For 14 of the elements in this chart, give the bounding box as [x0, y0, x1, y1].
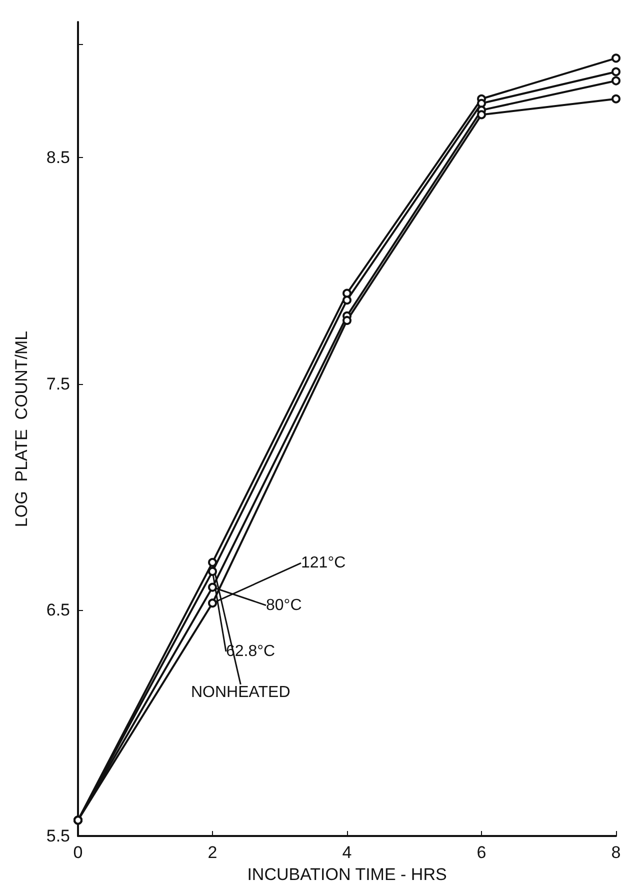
y-tick-label: 8.5	[46, 148, 70, 168]
x-tick-label: 8	[611, 843, 621, 862]
text: NONHEATED	[191, 684, 290, 701]
text: 121°C	[301, 554, 346, 572]
x-tick-label: 2	[208, 843, 218, 862]
x-axis-title: INCUBATION TIME - HRS	[247, 865, 447, 884]
y-tick-label: 5.5	[46, 826, 70, 846]
x-tick-label: 4	[342, 843, 352, 862]
y-tick-label: 7.5	[46, 374, 70, 394]
legend-label: 80°C	[266, 596, 302, 614]
x-tick-label: 0	[73, 843, 83, 862]
x-tick-label: 6	[476, 843, 486, 862]
y-axis-title: LOG PLATE COUNT/ML	[12, 330, 31, 528]
y-tick-label: 6.5	[46, 600, 70, 620]
